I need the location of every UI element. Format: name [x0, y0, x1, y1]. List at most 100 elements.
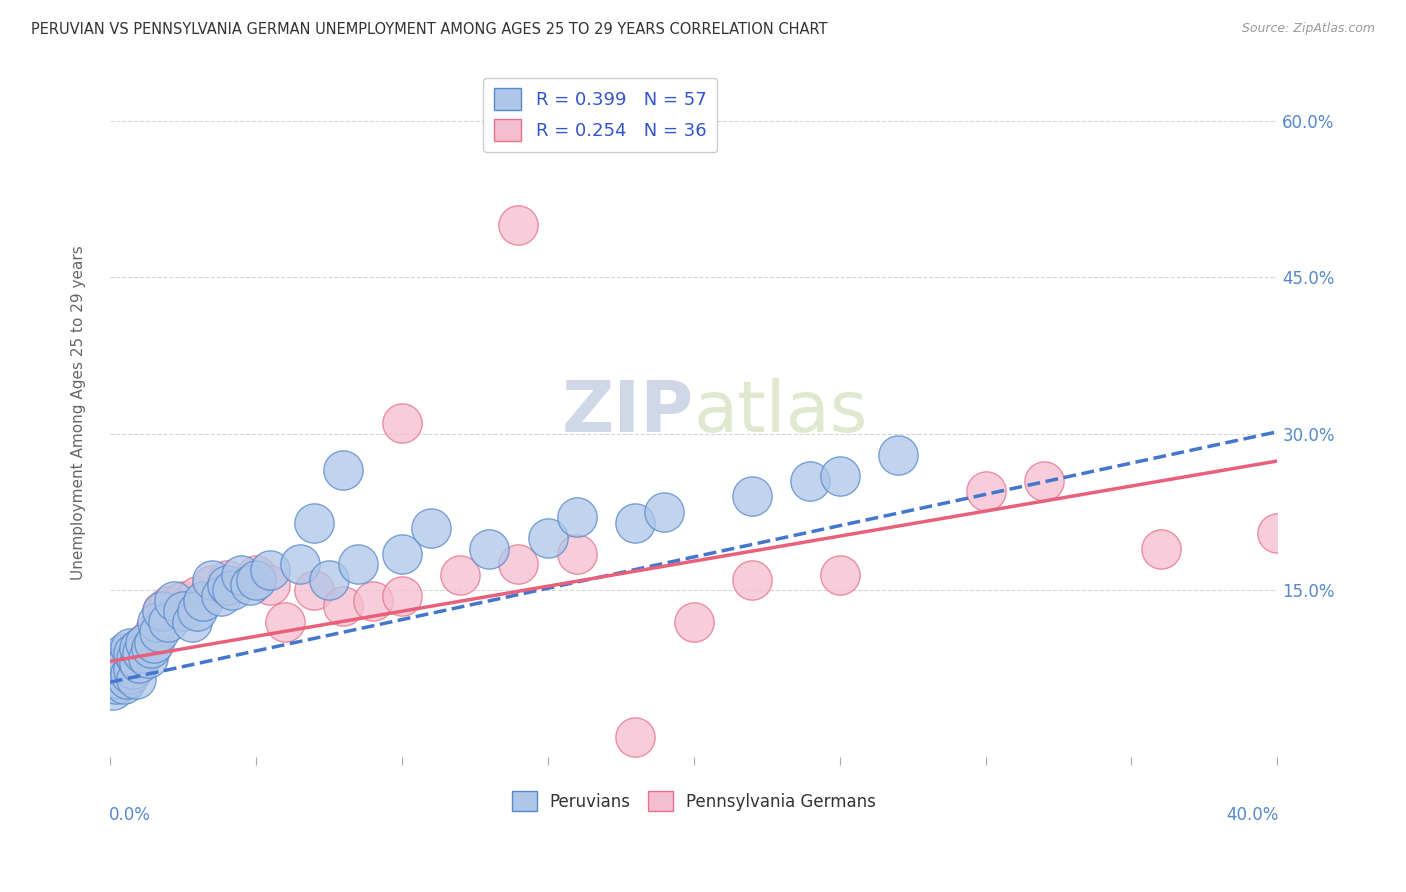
Point	[114, 662, 136, 676]
Point	[172, 594, 194, 608]
Point	[508, 218, 530, 232]
Point	[180, 615, 202, 629]
Point	[142, 625, 165, 640]
Point	[654, 505, 676, 519]
Point	[114, 677, 136, 691]
Point	[1032, 474, 1054, 488]
Point	[201, 578, 224, 592]
Point	[288, 558, 311, 572]
Point	[117, 672, 139, 686]
Point	[125, 651, 148, 665]
Point	[186, 604, 208, 618]
Y-axis label: Unemployment Among Ages 25 to 29 years: Unemployment Among Ages 25 to 29 years	[72, 245, 86, 581]
Point	[391, 547, 413, 561]
Point	[110, 666, 132, 681]
Legend: Peruvians, Pennsylvania Germans: Peruvians, Pennsylvania Germans	[505, 784, 883, 818]
Point	[128, 657, 150, 671]
Point	[361, 594, 384, 608]
Point	[150, 604, 173, 618]
Point	[104, 662, 127, 676]
Text: Source: ZipAtlas.com: Source: ZipAtlas.com	[1241, 22, 1375, 36]
Point	[101, 682, 124, 697]
Point	[107, 657, 129, 671]
Point	[104, 662, 127, 676]
Point	[107, 657, 129, 671]
Point	[974, 484, 997, 499]
Point	[624, 516, 647, 530]
Point	[157, 615, 180, 629]
Point	[449, 567, 471, 582]
Point	[239, 578, 262, 592]
Point	[128, 640, 150, 655]
Point	[1149, 541, 1171, 556]
Point	[101, 672, 124, 686]
Point	[741, 490, 763, 504]
Point	[172, 604, 194, 618]
Point	[215, 578, 238, 592]
Point	[259, 562, 281, 576]
Point	[741, 573, 763, 587]
Point	[799, 474, 821, 488]
Point	[128, 640, 150, 655]
Point	[274, 615, 297, 629]
Point	[117, 646, 139, 660]
Point	[318, 573, 340, 587]
Point	[134, 635, 156, 649]
Point	[117, 657, 139, 671]
Text: ZIP: ZIP	[561, 378, 693, 448]
Point	[1267, 526, 1289, 541]
Point	[139, 640, 162, 655]
Point	[104, 677, 127, 691]
Point	[332, 463, 354, 477]
Point	[131, 646, 153, 660]
Point	[221, 583, 243, 598]
Point	[114, 666, 136, 681]
Point	[125, 672, 148, 686]
Text: 40.0%: 40.0%	[1226, 805, 1278, 823]
Point	[193, 594, 215, 608]
Text: 0.0%: 0.0%	[108, 805, 150, 823]
Point	[110, 651, 132, 665]
Point	[148, 625, 170, 640]
Point	[120, 640, 142, 655]
Point	[419, 521, 441, 535]
Point	[209, 589, 232, 603]
Point	[231, 567, 253, 582]
Point	[110, 651, 132, 665]
Point	[150, 604, 173, 618]
Point	[508, 558, 530, 572]
Point	[201, 573, 224, 587]
Point	[114, 646, 136, 660]
Point	[122, 662, 145, 676]
Point	[215, 573, 238, 587]
Point	[157, 599, 180, 613]
Point	[332, 599, 354, 613]
Point	[136, 651, 159, 665]
Point	[391, 589, 413, 603]
Point	[142, 635, 165, 649]
Point	[122, 651, 145, 665]
Point	[682, 615, 704, 629]
Point	[478, 541, 501, 556]
Point	[391, 417, 413, 431]
Point	[302, 583, 325, 598]
Point	[120, 666, 142, 681]
Point	[186, 589, 208, 603]
Point	[122, 646, 145, 660]
Text: PERUVIAN VS PENNSYLVANIA GERMAN UNEMPLOYMENT AMONG AGES 25 TO 29 YEARS CORRELATI: PERUVIAN VS PENNSYLVANIA GERMAN UNEMPLOY…	[31, 22, 828, 37]
Point	[145, 615, 167, 629]
Text: atlas: atlas	[693, 378, 868, 448]
Point	[120, 657, 142, 671]
Point	[163, 594, 186, 608]
Point	[245, 573, 267, 587]
Point	[259, 578, 281, 592]
Point	[245, 567, 267, 582]
Point	[887, 448, 910, 462]
Point	[565, 510, 588, 524]
Point	[828, 567, 851, 582]
Point	[828, 468, 851, 483]
Point	[537, 531, 560, 545]
Point	[302, 516, 325, 530]
Point	[101, 672, 124, 686]
Point	[125, 646, 148, 660]
